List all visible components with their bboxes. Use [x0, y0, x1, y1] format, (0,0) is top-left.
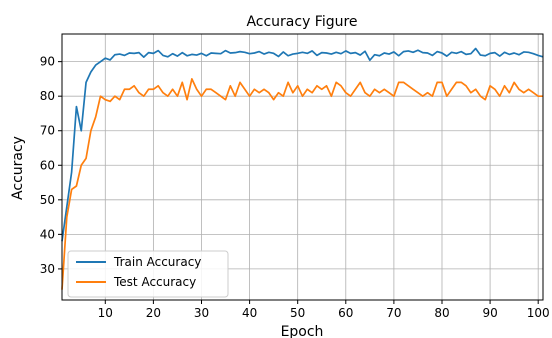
legend: Train Accuracy Test Accuracy — [67, 250, 229, 298]
y-tick-label-60: 60 — [40, 158, 55, 172]
y-tick-label-30: 30 — [40, 262, 55, 276]
x-tick-label-60: 60 — [338, 306, 353, 320]
y-axis: 30 40 50 60 70 80 90 — [40, 55, 62, 276]
legend-entry-test-accuracy: Test Accuracy — [113, 275, 196, 289]
x-tick-label-70: 70 — [386, 306, 401, 320]
x-tick-label-30: 30 — [194, 306, 209, 320]
x-tick-label-40: 40 — [242, 306, 257, 320]
legend-entry-train-accuracy: Train Accuracy — [113, 255, 201, 269]
x-axis-label: Epoch — [281, 324, 324, 338]
x-tick-label-50: 50 — [290, 306, 305, 320]
legend-box — [67, 250, 229, 298]
y-tick-label-40: 40 — [40, 227, 55, 241]
series-line-train-accuracy — [61, 47, 544, 242]
y-tick-label-50: 50 — [40, 193, 55, 207]
y-tick-label-80: 80 — [40, 89, 55, 103]
x-axis: 10 20 30 40 50 60 70 80 90 100 — [98, 300, 550, 320]
x-tick-label-20: 20 — [146, 306, 161, 320]
series-layer — [61, 47, 544, 290]
x-tick-label-10: 10 — [98, 306, 113, 320]
series-line-test-accuracy — [61, 78, 543, 290]
x-tick-label-90: 90 — [482, 306, 497, 320]
y-axis-label: Accuracy — [10, 136, 26, 200]
x-tick-label-100: 100 — [527, 306, 550, 320]
x-tick-label-80: 80 — [434, 306, 449, 320]
chart-title: Accuracy Figure — [246, 14, 357, 30]
plot-frame — [61, 33, 544, 301]
y-tick-label-70: 70 — [40, 124, 55, 138]
y-tick-label-90: 90 — [40, 55, 55, 69]
